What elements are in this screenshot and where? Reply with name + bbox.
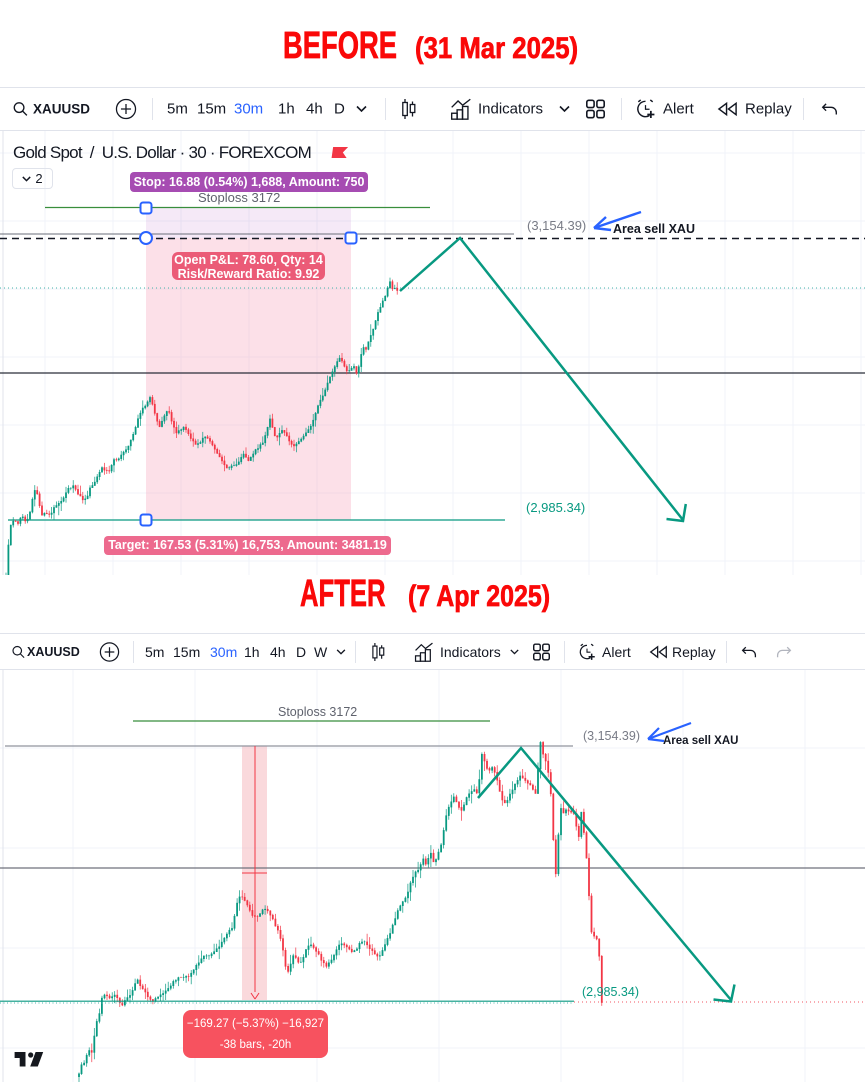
svg-text:(3,154.39): (3,154.39): [583, 729, 640, 743]
svg-text:(2,985.34): (2,985.34): [582, 985, 639, 999]
svg-text:Stoploss 3172: Stoploss 3172: [198, 190, 280, 205]
svg-text:(2,985.34): (2,985.34): [526, 500, 585, 515]
svg-text:Area sell XAU: Area sell XAU: [663, 735, 738, 747]
svg-text:Area sell XAU: Area sell XAU: [613, 222, 695, 236]
svg-text:(3,154.39): (3,154.39): [527, 218, 586, 233]
svg-text:Stoploss 3172: Stoploss 3172: [278, 705, 357, 719]
